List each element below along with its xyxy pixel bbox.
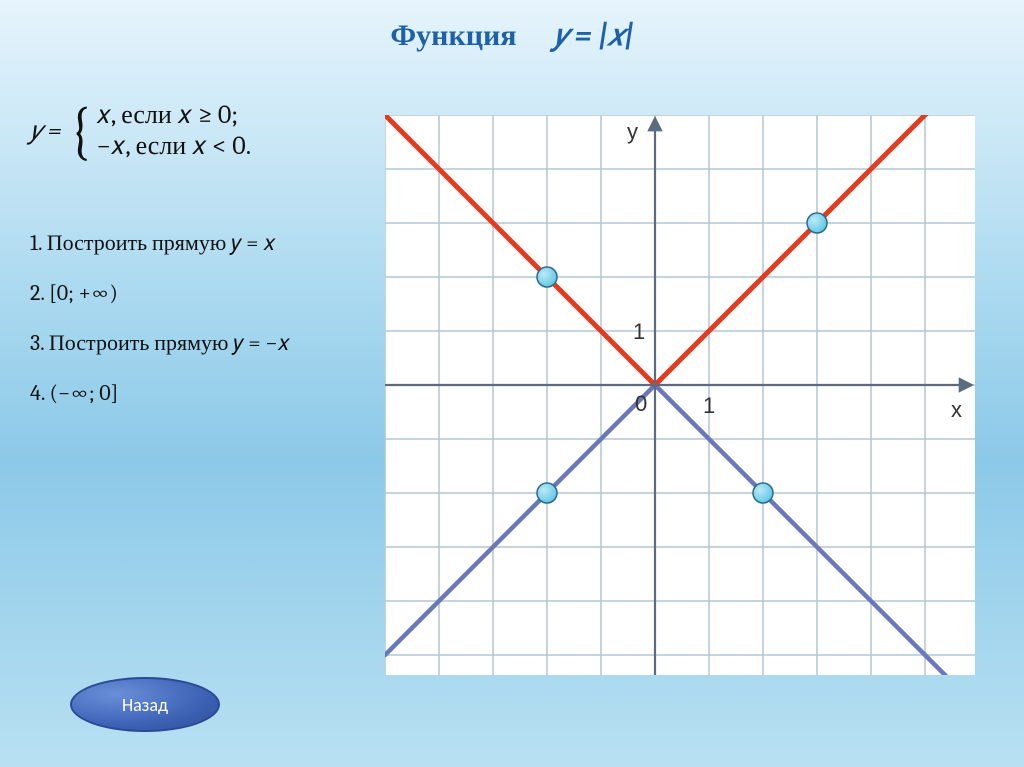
step-text: [0; +∞) — [49, 280, 118, 306]
svg-text:y: y — [627, 119, 638, 144]
list-item: 3. Построить прямую 𝑦 = −𝑥 — [30, 330, 290, 356]
list-item: 1. Построить прямую 𝑦 = 𝑥 — [30, 230, 290, 256]
page-title: Функция 𝑦 = |𝑥| — [0, 18, 1024, 53]
step-number: 4. — [30, 380, 45, 406]
chart-area: y х 0 1 1 — [385, 115, 975, 675]
step-text: Построить прямую 𝑦 = −𝑥 — [49, 330, 290, 356]
list-item: 2. [0; +∞) — [30, 280, 290, 306]
step-number: 2. — [30, 280, 44, 306]
back-button-label: Назад — [122, 694, 168, 716]
formula-cases: 𝑥, если 𝑥 ≥ 0; −𝑥, если 𝑥 < 0. — [96, 100, 251, 162]
steps-list: 1. Построить прямую 𝑦 = 𝑥 2. [0; +∞) 3. … — [30, 230, 290, 430]
case-1: 𝑥, если 𝑥 ≥ 0; — [96, 100, 251, 131]
title-equation: 𝑦 = |𝑥| — [554, 18, 634, 53]
svg-text:1: 1 — [633, 319, 645, 344]
step-number: 3. — [30, 330, 44, 356]
formula-lhs: 𝑦 = — [30, 116, 62, 147]
title-prefix: Функция — [390, 19, 516, 52]
svg-text:1: 1 — [703, 393, 715, 418]
back-button[interactable]: Назад — [70, 677, 220, 732]
svg-text:0: 0 — [635, 391, 647, 416]
step-text: (−∞; 0] — [50, 380, 119, 406]
case-2: −𝑥, если 𝑥 < 0. — [96, 131, 251, 162]
step-text: Построить прямую 𝑦 = 𝑥 — [47, 230, 276, 256]
step-number: 1. — [30, 230, 42, 256]
piecewise-formula: 𝑦 = { 𝑥, если 𝑥 ≥ 0; −𝑥, если 𝑥 < 0. — [30, 100, 251, 162]
list-item: 4. (−∞; 0] — [30, 380, 290, 406]
abs-value-chart: y х 0 1 1 — [385, 115, 975, 675]
brace-icon: { — [70, 107, 90, 155]
svg-text:х: х — [951, 397, 962, 422]
